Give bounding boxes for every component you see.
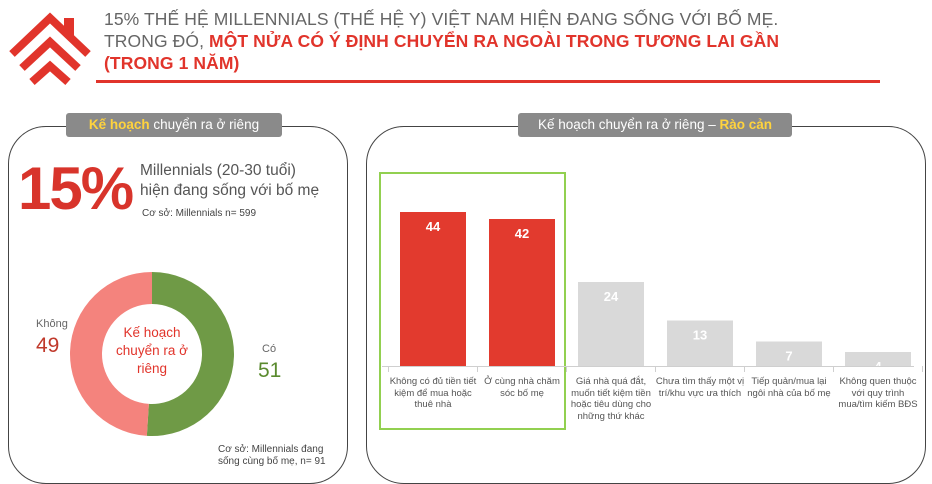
category-label-line: sóc bố mẹ (500, 387, 544, 399)
bar-6 (845, 352, 911, 366)
legend-co-value: 51 (258, 359, 282, 382)
legend-khong-value: 49 (36, 334, 60, 357)
category-label-3: Giá nhà quá đắt, muốn tiết kiệm tiền hoặc … (564, 376, 658, 422)
legend-co-label: Có (262, 343, 277, 355)
bar-value-label-2: 42 (515, 226, 529, 241)
headline-line3: (TRONG 1 NĂM) (104, 53, 240, 73)
category-label-line: muốn tiết kiệm tiền (571, 387, 651, 399)
category-label-2: Ở cùng nhà chăm sóc bố mẹ (475, 376, 569, 399)
donut-slice-co (146, 272, 235, 436)
category-label-line: Không quen thuộc (839, 376, 917, 387)
bar-1 (400, 212, 466, 366)
category-label-line: Tiếp quản/mua lại (751, 376, 827, 387)
donut-chart: Kế hoạch chuyển ra ở riêng (70, 272, 235, 436)
bar-value-label-1: 44 (426, 219, 441, 234)
category-label-line: Ở cùng nhà chăm (484, 376, 560, 387)
category-label-line: Giá nhà quá đắt, (575, 376, 647, 387)
left-panel-title: Kế hoạch chuyển ra ở riêng (66, 113, 282, 137)
stat-line-1: Millennials (20-30 tuổi) (140, 162, 296, 179)
base-note-1: Cơ sở: Millennials n= 599 (142, 208, 256, 219)
category-label-line: Chưa tìm thấy một vị (655, 376, 745, 387)
stat-line-2: hiện đang sống với bố mẹ (140, 182, 320, 199)
big-percentage: 15% (18, 155, 134, 222)
headline-line2-prefix: TRONG ĐÓ, (104, 31, 210, 51)
headline-line2: TRONG ĐÓ, MỘT NỬA CÓ Ý ĐỊNH CHUYỂN RA NG… (104, 30, 904, 52)
category-label-1: Không có đủ tiền tiết kiệm để mua hoặc thu… (386, 376, 480, 411)
right-pill-highlight: Rào cản (719, 117, 772, 132)
brand-logo (9, 12, 91, 85)
bar-2 (489, 219, 555, 366)
legend-khong-label: Không (36, 318, 68, 330)
donut-center-label-1: Kế hoạch (123, 325, 180, 340)
category-label-line: trí/khu vực ưa thích (658, 387, 742, 399)
headline-line1: 15% THẾ HỆ MILLENNIALS (THẾ HỆ Y) VIỆT N… (104, 9, 779, 29)
bar-5 (756, 341, 822, 366)
bar-3 (578, 282, 644, 366)
category-label-line: với quy trình (851, 387, 905, 399)
donut-center-label-2: chuyển ra ở (116, 343, 188, 358)
category-label-line: hoặc tiêu dùng cho (570, 399, 652, 410)
category-label-4: Chưa tìm thấy một vị trí/khu vực ưa thích (653, 376, 747, 399)
headline-line2-red: MỘT NỬA CÓ Ý ĐỊNH CHUYỂN RA NGOÀI TRONG … (209, 31, 780, 51)
left-pill-highlight: Kế hoạch (88, 117, 150, 132)
category-label-line: thuê nhà (414, 399, 452, 410)
bar-value-label-3: 24 (604, 289, 619, 304)
base-note-2-line2: sống cùng bố mẹ, n= 91 (218, 456, 326, 467)
bar-value-label-5: 7 (785, 349, 792, 364)
right-pill-text: Kế hoạch chuyển ra ở riêng – (538, 117, 720, 132)
page-headline: 15% THẾ HỆ MILLENNIALS (THẾ HỆ Y) VIỆT N… (104, 8, 904, 74)
category-label-5: Tiếp quản/mua lại ngôi nhà của bố mẹ (742, 376, 836, 399)
category-label-line: ngôi nhà của bố mẹ (747, 387, 831, 399)
base-note-2-line1: Cơ sở: Millennials đang (218, 444, 324, 455)
right-panel-title: Kế hoạch chuyển ra ở riêng – Rào cản (518, 113, 792, 137)
donut-center-label-3: riêng (137, 361, 167, 376)
left-pill-rest: chuyển ra ở riêng (149, 117, 260, 132)
category-label-6: Không quen thuộc với quy trình mua/tìm kiế… (831, 376, 925, 411)
donut-slice-khong (70, 272, 152, 436)
bar-value-label-4: 13 (693, 328, 707, 343)
highlight-box (379, 172, 566, 430)
category-label-line: Không có đủ tiền tiết (389, 376, 477, 387)
category-label-line: kiệm để mua hoặc (394, 387, 472, 399)
header-divider (96, 80, 880, 83)
category-label-line: những thứ khác (577, 410, 645, 422)
bar-4 (667, 320, 733, 366)
category-label-line: mua/tìm kiếm BĐS (838, 399, 918, 410)
